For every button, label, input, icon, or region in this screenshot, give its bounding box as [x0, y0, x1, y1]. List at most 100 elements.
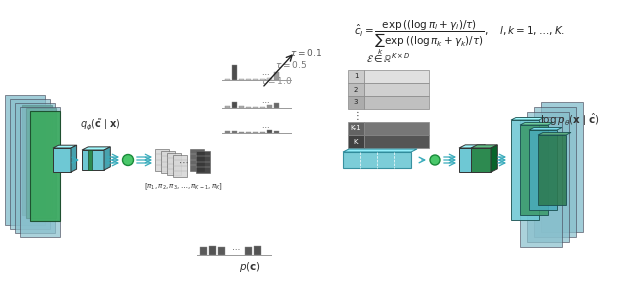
Polygon shape	[479, 145, 485, 172]
Text: $\log p_\theta(\mathbf{x} \mid \hat{\mathbf{c}})$: $\log p_\theta(\mathbf{x} \mid \hat{\mat…	[540, 112, 600, 128]
Circle shape	[122, 155, 134, 166]
Polygon shape	[173, 155, 187, 177]
Polygon shape	[232, 65, 237, 80]
Polygon shape	[459, 148, 479, 172]
Polygon shape	[239, 106, 244, 108]
Text: 3: 3	[354, 99, 358, 106]
Polygon shape	[15, 103, 55, 233]
Text: $p(\mathbf{c})$: $p(\mathbf{c})$	[239, 260, 261, 274]
Text: 2: 2	[354, 86, 358, 93]
Polygon shape	[53, 145, 77, 148]
Polygon shape	[534, 107, 576, 237]
Polygon shape	[511, 117, 544, 120]
Text: K: K	[354, 139, 358, 144]
Polygon shape	[245, 246, 252, 255]
Text: $\hat{c}_l = \dfrac{\exp\left((\log \pi_l + \gamma_l)/\tau\right)}{\sum_k \exp\l: $\hat{c}_l = \dfrac{\exp\left((\log \pi_…	[355, 18, 566, 57]
Text: $[\pi_1, \pi_2, \pi_3, \ldots, \pi_{K-1}, \pi_K]$: $[\pi_1, \pi_2, \pi_3, \ldots, \pi_{K-1}…	[143, 182, 223, 193]
Polygon shape	[254, 246, 261, 255]
Polygon shape	[348, 83, 364, 96]
Polygon shape	[538, 135, 566, 205]
Polygon shape	[218, 246, 225, 255]
Polygon shape	[527, 112, 569, 242]
Polygon shape	[364, 122, 429, 135]
Polygon shape	[348, 70, 364, 83]
Polygon shape	[246, 107, 251, 108]
Polygon shape	[348, 122, 364, 135]
Polygon shape	[267, 105, 272, 108]
Polygon shape	[161, 151, 175, 173]
Polygon shape	[232, 102, 237, 108]
Polygon shape	[520, 117, 562, 247]
Polygon shape	[541, 102, 583, 232]
Polygon shape	[82, 147, 110, 150]
Text: $\tau = 0.5$: $\tau = 0.5$	[275, 59, 307, 70]
Text: $q_\phi(\tilde{\mathbf{c}} \mid \mathbf{x})$: $q_\phi(\tilde{\mathbf{c}} \mid \mathbf{…	[80, 117, 120, 133]
Polygon shape	[253, 79, 258, 80]
Text: $\tau = 1.0$: $\tau = 1.0$	[260, 75, 292, 86]
Polygon shape	[520, 122, 553, 125]
Polygon shape	[104, 147, 110, 170]
Text: $\cdots$: $\cdots$	[231, 243, 241, 252]
Polygon shape	[471, 148, 491, 172]
Polygon shape	[239, 132, 244, 133]
Polygon shape	[88, 150, 92, 170]
Polygon shape	[196, 151, 210, 173]
Polygon shape	[348, 96, 364, 109]
Polygon shape	[53, 148, 71, 172]
Polygon shape	[491, 145, 497, 172]
Polygon shape	[225, 79, 230, 80]
Polygon shape	[167, 153, 181, 175]
Polygon shape	[239, 79, 244, 80]
Polygon shape	[155, 149, 169, 171]
Polygon shape	[343, 152, 411, 168]
Polygon shape	[225, 106, 230, 108]
Text: $\cdots$: $\cdots$	[261, 121, 270, 130]
Polygon shape	[364, 70, 429, 83]
Text: $\mathcal{E} \in \mathbb{R}^{K \times D}$: $\mathcal{E} \in \mathbb{R}^{K \times D}…	[366, 51, 411, 65]
Polygon shape	[274, 103, 279, 108]
Polygon shape	[529, 130, 557, 210]
Polygon shape	[260, 107, 265, 108]
Polygon shape	[511, 120, 539, 220]
Polygon shape	[232, 131, 237, 133]
Polygon shape	[267, 78, 272, 80]
Text: $\tau = 0.1$: $\tau = 0.1$	[290, 46, 322, 57]
Polygon shape	[22, 105, 52, 215]
Polygon shape	[30, 111, 60, 221]
Polygon shape	[529, 128, 562, 130]
Polygon shape	[274, 72, 279, 80]
Polygon shape	[253, 132, 258, 133]
Polygon shape	[471, 145, 497, 148]
Polygon shape	[520, 125, 548, 215]
Text: $\cdots$: $\cdots$	[261, 68, 270, 77]
Polygon shape	[267, 130, 272, 133]
Text: $\vdots$: $\vdots$	[352, 108, 360, 122]
Polygon shape	[10, 99, 50, 229]
Polygon shape	[364, 96, 429, 109]
Polygon shape	[253, 107, 258, 108]
Polygon shape	[20, 107, 60, 237]
Polygon shape	[364, 135, 429, 148]
Polygon shape	[26, 108, 56, 218]
Polygon shape	[200, 246, 207, 255]
Polygon shape	[343, 149, 417, 152]
Text: $\cdots$: $\cdots$	[261, 96, 270, 105]
Polygon shape	[71, 145, 77, 172]
Polygon shape	[190, 149, 204, 171]
Polygon shape	[538, 133, 571, 135]
Polygon shape	[246, 79, 251, 80]
Polygon shape	[260, 79, 265, 80]
Polygon shape	[209, 246, 216, 255]
Text: K-1: K-1	[351, 126, 362, 131]
Polygon shape	[246, 132, 251, 133]
Text: $\cdots$: $\cdots$	[178, 157, 188, 167]
Polygon shape	[274, 131, 279, 133]
Polygon shape	[348, 135, 364, 148]
Polygon shape	[364, 83, 429, 96]
Polygon shape	[225, 131, 230, 133]
Polygon shape	[459, 145, 485, 148]
Polygon shape	[260, 132, 265, 133]
Circle shape	[430, 155, 440, 165]
Polygon shape	[82, 150, 104, 170]
Polygon shape	[5, 95, 45, 225]
